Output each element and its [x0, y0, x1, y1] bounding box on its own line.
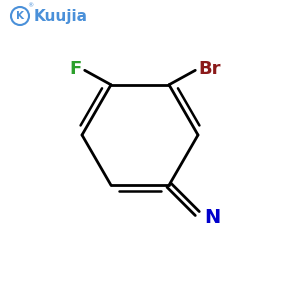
Text: ®: ®: [27, 4, 33, 8]
Text: Kuujia: Kuujia: [34, 8, 88, 23]
Text: F: F: [70, 60, 82, 78]
Text: Br: Br: [198, 60, 221, 78]
Text: N: N: [204, 208, 220, 226]
Text: K: K: [16, 11, 24, 21]
